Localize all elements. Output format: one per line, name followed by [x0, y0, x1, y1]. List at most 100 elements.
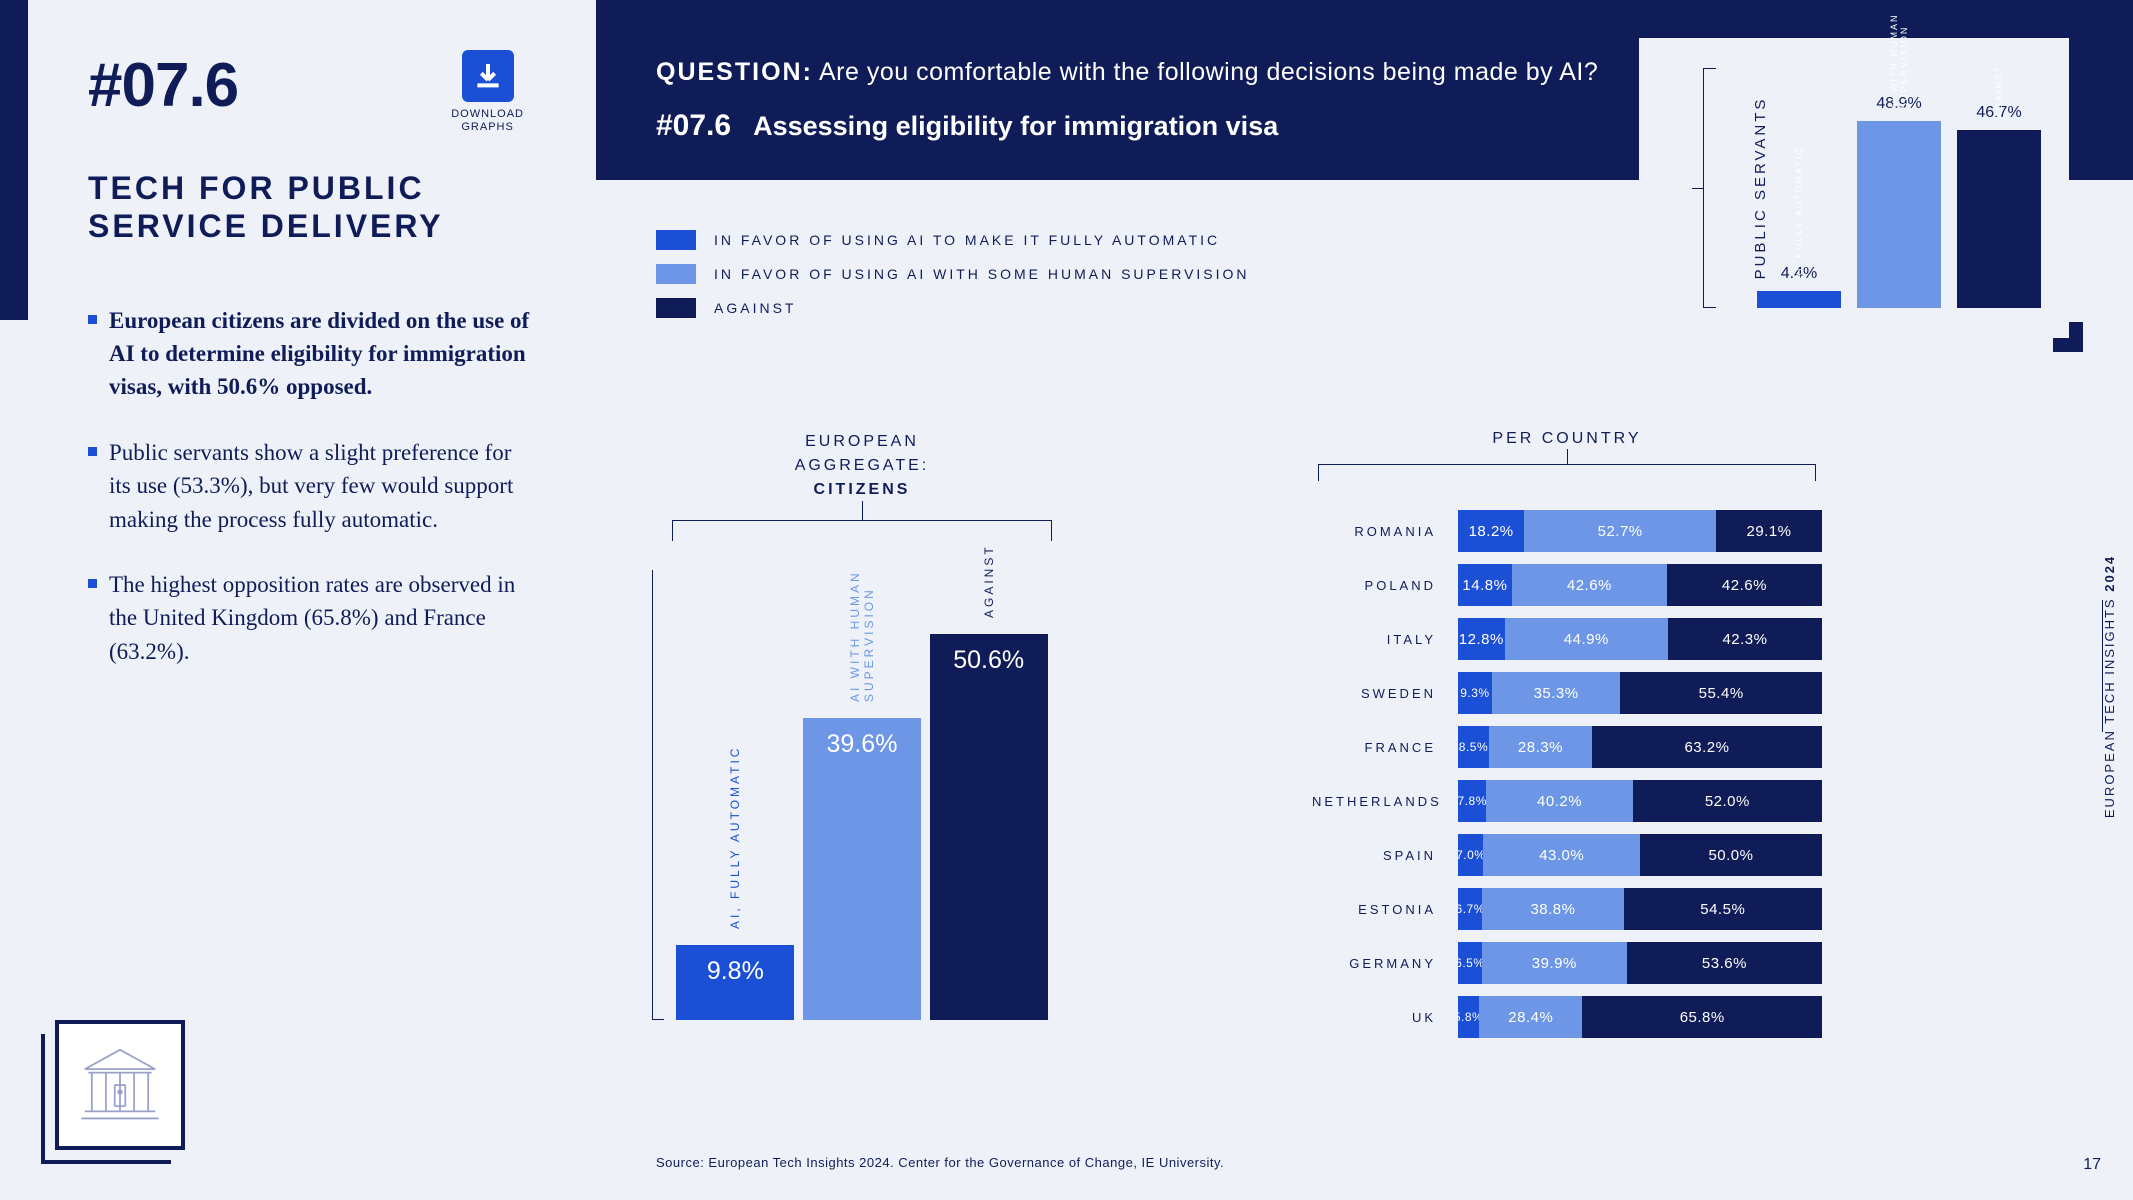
bullets-list: European citizens are divided on the use… [88, 304, 536, 668]
legend-item: AGAINST [656, 298, 1250, 318]
country-label: ESTONIA [1312, 902, 1458, 917]
legend-label: IN FAVOR OF USING AI TO MAKE IT FULLY AU… [714, 232, 1220, 248]
seg-against: 54.5% [1624, 888, 1822, 930]
seg-supervision: 38.8% [1482, 888, 1623, 930]
citizens-bar-label: AI, FULLY AUTOMATIC [728, 746, 742, 929]
legend-swatch [656, 298, 696, 318]
seg-against: 55.4% [1620, 672, 1822, 714]
seg-supervision: 39.9% [1482, 942, 1627, 984]
country-bar: 9.3% 35.3% 55.4% [1458, 672, 1822, 714]
citizens-chart: EUROPEAN AGGREGATE: CITIZENS AI, FULLY A… [652, 430, 1072, 1070]
country-bar: 14.8% 42.6% 42.6% [1458, 564, 1822, 606]
seg-full-auto: 14.8% [1458, 564, 1512, 606]
left-edge-stripe [0, 0, 28, 320]
per-country-chart: PER COUNTRY ROMANIA 18.2% 52.7% 29.1% PO… [1312, 430, 1822, 1050]
bullet-text: The highest opposition rates are observe… [109, 568, 536, 668]
citizens-bars: AI, FULLY AUTOMATIC 9.8%AI WITH HUMANSUP… [672, 570, 1052, 1020]
country-bar: 12.8% 44.9% 42.3% [1458, 618, 1822, 660]
legend-swatch [656, 230, 696, 250]
seg-against: 65.8% [1582, 996, 1822, 1038]
question-hash: #07.6 [656, 109, 731, 143]
citizens-bar: AI, FULLY AUTOMATIC 9.8% [676, 945, 794, 1020]
download-badge: DOWNLOADGRAPHS [451, 50, 524, 134]
citizens-bar: AI WITH HUMANSUPERVISION 39.6% [803, 718, 921, 1020]
per-country-bracket [1318, 464, 1816, 484]
seg-supervision: 28.4% [1479, 996, 1582, 1038]
seg-full-auto: 6.5% [1458, 942, 1482, 984]
download-icon[interactable] [462, 50, 514, 102]
country-label: UK [1312, 1010, 1458, 1025]
country-bar: 5.8% 28.4% 65.8% [1458, 996, 1822, 1038]
seg-against: 42.6% [1667, 564, 1822, 606]
legend: IN FAVOR OF USING AI TO MAKE IT FULLY AU… [656, 230, 1250, 332]
seg-full-auto: 12.8% [1458, 618, 1505, 660]
ps-bar-label: AI, FULLY AUTOMATIC [1794, 146, 1804, 279]
country-row: ITALY 12.8% 44.9% 42.3% [1312, 618, 1822, 660]
section-title: TECH FOR PUBLIC SERVICE DELIVERY [88, 169, 536, 246]
ps-bar-label: AI WITH HUMANSUPERVISION [1889, 14, 1909, 110]
country-row: NETHERLANDS 7.8% 40.2% 52.0% [1312, 780, 1822, 822]
seg-against: 29.1% [1716, 510, 1822, 552]
country-label: POLAND [1312, 578, 1458, 593]
bullet-item: European citizens are divided on the use… [88, 304, 536, 404]
country-bar: 8.5% 28.3% 63.2% [1458, 726, 1822, 768]
source-line: Source: European Tech Insights 2024. Cen… [656, 1155, 1224, 1170]
bullet-item: The highest opposition rates are observe… [88, 568, 536, 668]
seg-against: 42.3% [1668, 618, 1822, 660]
public-servants-chart: PUBLIC SERVANTS 4.4% AI, FULLY AUTOMATIC… [1639, 38, 2069, 338]
building-icon-card [55, 1020, 185, 1150]
country-row: FRANCE 8.5% 28.3% 63.2% [1312, 726, 1822, 768]
country-bar: 7.0% 43.0% 50.0% [1458, 834, 1822, 876]
seg-full-auto: 18.2% [1458, 510, 1524, 552]
bullet-text: Public servants show a slight preference… [109, 436, 536, 536]
main-area: IN FAVOR OF USING AI TO MAKE IT FULLY AU… [596, 180, 2133, 1200]
seg-full-auto: 6.7% [1458, 888, 1482, 930]
ps-bar-label: AGAINST [1994, 64, 2004, 118]
bullet-item: Public servants show a slight preference… [88, 436, 536, 536]
seg-against: 53.6% [1627, 942, 1822, 984]
legend-item: IN FAVOR OF USING AI TO MAKE IT FULLY AU… [656, 230, 1250, 250]
citizens-chart-title: EUROPEAN AGGREGATE: CITIZENS [652, 430, 1072, 502]
bullet-square-icon [88, 447, 97, 456]
citizens-title-l1: EUROPEAN [805, 433, 919, 450]
country-bar: 7.8% 40.2% 52.0% [1458, 780, 1822, 822]
country-row: ESTONIA 6.7% 38.8% 54.5% [1312, 888, 1822, 930]
country-row: ROMANIA 18.2% 52.7% 29.1% [1312, 510, 1822, 552]
country-bar: 6.5% 39.9% 53.6% [1458, 942, 1822, 984]
seg-full-auto: 9.3% [1458, 672, 1492, 714]
legend-item: IN FAVOR OF USING AI WITH SOME HUMAN SUP… [656, 264, 1250, 284]
bullet-text: European citizens are divided on the use… [109, 304, 536, 404]
question-text: Are you comfortable with the following d… [819, 58, 1598, 86]
seg-against: 63.2% [1592, 726, 1822, 768]
ps-bar: 48.9% AI WITH HUMANSUPERVISION [1857, 121, 1941, 308]
seg-supervision: 44.9% [1505, 618, 1668, 660]
citizens-title-l2: AGGREGATE: [795, 457, 930, 474]
citizens-title-l3: CITIZENS [814, 481, 911, 498]
side-credit-year: 2024 [2102, 555, 2117, 592]
country-label: NETHERLANDS [1312, 794, 1458, 809]
ps-bracket [1703, 68, 1723, 308]
country-label: SPAIN [1312, 848, 1458, 863]
country-bar: 6.7% 38.8% 54.5% [1458, 888, 1822, 930]
country-label: FRANCE [1312, 740, 1458, 755]
seg-supervision: 43.0% [1483, 834, 1640, 876]
country-label: SWEDEN [1312, 686, 1458, 701]
seg-against: 50.0% [1640, 834, 1822, 876]
download-label: DOWNLOADGRAPHS [451, 108, 524, 134]
country-row: SWEDEN 9.3% 35.3% 55.4% [1312, 672, 1822, 714]
seg-full-auto: 7.8% [1458, 780, 1486, 822]
citizens-bar-label: AI WITH HUMANSUPERVISION [848, 570, 876, 702]
seg-full-auto: 7.0% [1458, 834, 1483, 876]
seg-supervision: 42.6% [1512, 564, 1667, 606]
seg-full-auto: 8.5% [1458, 726, 1489, 768]
legend-label: IN FAVOR OF USING AI WITH SOME HUMAN SUP… [714, 266, 1250, 282]
per-country-title: PER COUNTRY [1312, 430, 1822, 448]
seg-supervision: 52.7% [1524, 510, 1716, 552]
seg-against: 52.0% [1633, 780, 1822, 822]
country-bar: 18.2% 52.7% 29.1% [1458, 510, 1822, 552]
bullet-square-icon [88, 315, 97, 324]
question-subtitle: Assessing eligibility for immigration vi… [753, 111, 1278, 142]
country-row: SPAIN 7.0% 43.0% 50.0% [1312, 834, 1822, 876]
country-row: UK 5.8% 28.4% 65.8% [1312, 996, 1822, 1038]
country-row: GERMANY 6.5% 39.9% 53.6% [1312, 942, 1822, 984]
